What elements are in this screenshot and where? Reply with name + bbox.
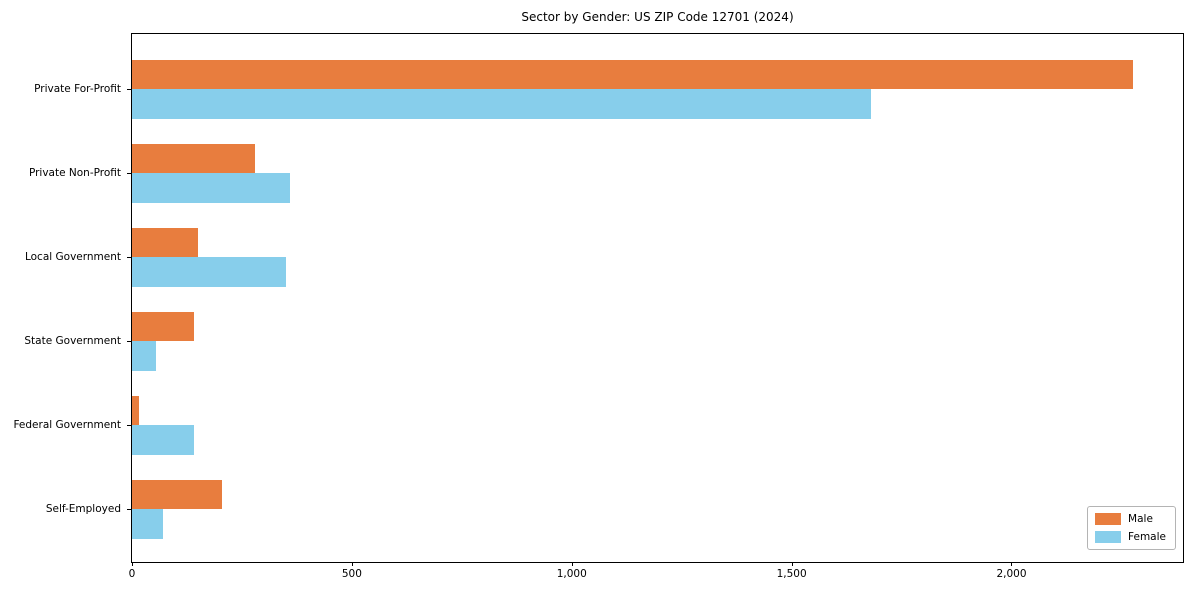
y-tick-label: Private Non-Profit <box>28 167 121 179</box>
legend-label-female: Female <box>1128 531 1166 543</box>
male-bar <box>132 59 1134 89</box>
y-tick-mark <box>127 88 131 90</box>
legend-item-female: Female <box>1095 531 1166 543</box>
y-tick-label: Private For-Profit <box>34 83 121 95</box>
y-tick-mark <box>127 256 131 258</box>
female-bar <box>132 257 286 287</box>
x-tick-label: 2,000 <box>996 568 1027 580</box>
y-tick-mark <box>127 340 131 342</box>
x-tick-label: 500 <box>341 568 362 580</box>
plot-area: Male Female Private For-Profit Private No… <box>13 33 1184 580</box>
y-tick-label: State Government <box>24 335 121 347</box>
male-bar <box>132 311 194 341</box>
female-swatch-icon <box>1095 531 1122 543</box>
male-bar <box>132 395 140 425</box>
female-bar <box>132 509 163 539</box>
x-tick-label: 1,000 <box>556 568 587 580</box>
female-bar <box>132 425 194 455</box>
female-bar <box>132 89 871 119</box>
y-tick-mark <box>127 508 131 510</box>
y-tick-label: Self-Employed <box>45 503 121 515</box>
y-tick-label: Federal Government <box>13 419 121 431</box>
y-tick-label: Local Government <box>24 251 121 263</box>
legend: Male Female <box>1087 506 1176 550</box>
female-bar <box>132 173 291 203</box>
chart-title: Sector by Gender: US ZIP Code 12701 (202… <box>521 10 794 24</box>
male-bar <box>132 227 198 257</box>
legend-item-male: Male <box>1095 513 1166 525</box>
male-bar <box>132 143 256 173</box>
male-swatch-icon <box>1095 513 1122 525</box>
female-bar <box>132 341 156 371</box>
x-tick-mark <box>1011 562 1013 566</box>
y-tick-mark <box>127 172 131 174</box>
x-tick-mark <box>571 562 573 566</box>
y-tick-mark <box>127 424 131 426</box>
legend-label-male: Male <box>1128 513 1153 525</box>
x-tick-label: 1,500 <box>776 568 807 580</box>
x-tick-mark <box>791 562 793 566</box>
x-tick-mark <box>351 562 353 566</box>
x-tick-label: 0 <box>128 568 136 580</box>
x-tick-mark <box>132 562 133 566</box>
male-bar <box>132 479 223 509</box>
